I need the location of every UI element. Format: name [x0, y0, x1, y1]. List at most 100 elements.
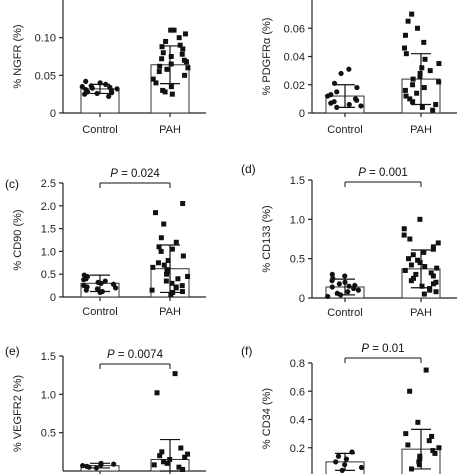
x-tick-label: Control [327, 124, 362, 136]
y-tick-label: 0.6 [290, 386, 305, 398]
x-tick-label: PAH [410, 307, 432, 319]
y-tick-label: 0.06 [284, 23, 305, 35]
data-point [164, 66, 170, 72]
data-point [336, 281, 342, 287]
data-point [421, 39, 427, 45]
data-point [415, 257, 421, 263]
y-tick-label: 0.10 [35, 33, 56, 45]
data-point [345, 289, 351, 295]
data-point [415, 419, 421, 425]
data-point [416, 462, 422, 468]
data-point [417, 70, 423, 76]
data-point [153, 80, 159, 86]
p-symbol: P [110, 168, 118, 180]
data-point [185, 273, 191, 279]
data-point [339, 467, 345, 473]
p-value-label: P = 0.01 [361, 343, 404, 355]
data-point [95, 279, 101, 286]
data-point [423, 367, 429, 373]
data-point [83, 78, 89, 84]
p-value: = 0.001 [366, 167, 408, 179]
data-point [407, 96, 413, 102]
y-tick-label: 2.0 [41, 201, 56, 213]
data-point [97, 80, 103, 86]
data-point [436, 61, 442, 67]
data-point [157, 63, 163, 69]
data-point [346, 101, 352, 108]
y-axis-label: % VEGFR2 (%) [12, 375, 24, 452]
data-point [98, 460, 104, 466]
data-point [433, 289, 439, 295]
data-point [401, 232, 407, 238]
data-point [160, 87, 166, 93]
data-point [160, 50, 166, 56]
y-tick-label: 0 [299, 108, 305, 120]
y-tick-label: 0.4 [290, 415, 305, 427]
data-point [102, 278, 108, 284]
data-point [168, 84, 174, 90]
data-point [161, 221, 167, 227]
data-point [81, 283, 87, 289]
y-tick-label: 1.5 [290, 175, 305, 187]
data-point [434, 265, 440, 271]
data-point [433, 279, 439, 285]
data-point [151, 462, 157, 468]
y-tick-label: 0.2 [290, 443, 305, 455]
data-point [401, 226, 407, 232]
data-point [160, 459, 166, 465]
data-point [79, 84, 85, 90]
data-point [153, 210, 159, 216]
data-point [358, 464, 365, 471]
data-point [180, 466, 186, 472]
data-point [176, 35, 182, 41]
y-tick-label: 2.5 [41, 178, 56, 190]
p-value: = 0.0074 [115, 349, 164, 361]
data-point [402, 87, 408, 93]
data-point [405, 442, 411, 448]
data-point [354, 84, 360, 91]
data-point [409, 11, 415, 17]
data-point [405, 18, 411, 24]
x-tick-label: PAH [159, 306, 181, 318]
data-point [346, 283, 352, 289]
data-point [176, 464, 182, 470]
panel-label: (c) [5, 177, 19, 191]
data-point [182, 31, 188, 37]
data-point [416, 459, 422, 465]
data-point [99, 288, 106, 295]
data-point [181, 57, 187, 63]
data-point [433, 102, 439, 108]
data-point [179, 51, 185, 57]
data-point [81, 272, 87, 278]
data-point [157, 453, 163, 459]
p-symbol: P [107, 349, 115, 361]
data-point [94, 286, 101, 292]
data-point [436, 79, 442, 85]
data-point [333, 459, 339, 465]
y-tick-label: 0.5 [41, 428, 56, 440]
data-point [185, 65, 191, 71]
y-tick-label: 0.05 [35, 70, 56, 82]
data-point [180, 201, 186, 207]
data-point [167, 457, 173, 462]
data-point [342, 462, 348, 468]
data-point [114, 86, 120, 92]
data-point [419, 104, 425, 110]
data-point [402, 32, 408, 38]
data-point [331, 99, 337, 105]
data-point [331, 80, 338, 86]
data-point [342, 279, 348, 285]
data-point [334, 104, 340, 110]
data-point [346, 66, 352, 72]
data-point [406, 256, 412, 262]
y-tick-label: 0 [299, 293, 305, 305]
data-point [343, 456, 350, 462]
data-point [330, 275, 336, 281]
data-point [428, 270, 434, 276]
data-point [402, 45, 408, 51]
data-point [156, 244, 162, 250]
data-point [172, 371, 178, 377]
p-value: = 0.024 [118, 168, 160, 180]
data-point [164, 267, 170, 273]
p-symbol: P [361, 343, 369, 355]
